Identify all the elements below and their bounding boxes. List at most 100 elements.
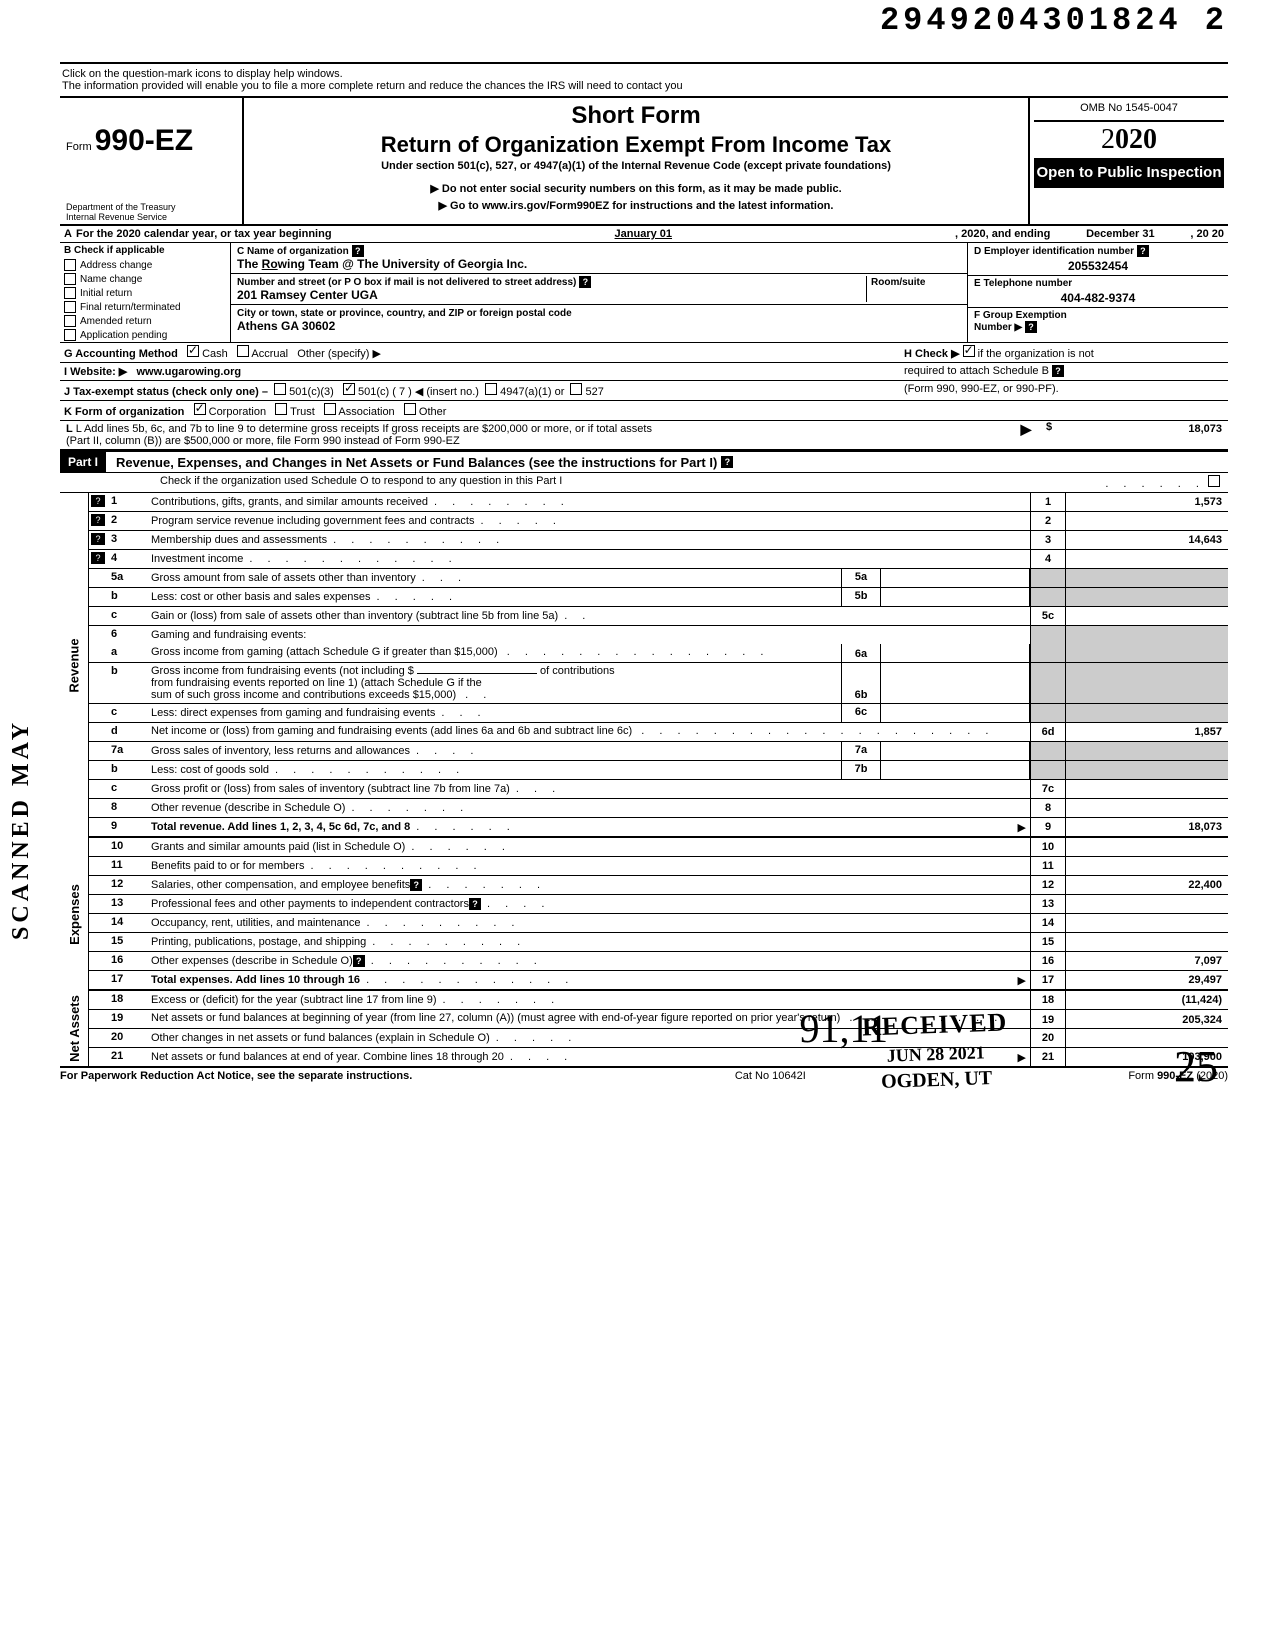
line-7b-mv	[881, 761, 1030, 779]
help-icon[interactable]: ?	[1052, 365, 1064, 377]
line-15-desc: Printing, publications, postage, and shi…	[151, 936, 366, 948]
lbl-name-change: Name change	[80, 274, 142, 285]
lbl-other-method: Other (specify) ▶	[297, 348, 381, 360]
line-9-desc: Total revenue. Add lines 1, 2, 3, 4, 5c …	[151, 821, 410, 833]
page-footer: For Paperwork Reduction Act Notice, see …	[60, 1066, 1228, 1082]
line-9-val: 18,073	[1066, 818, 1228, 836]
line-2-desc: Program service revenue including govern…	[151, 515, 474, 527]
arrow-icon: ▶	[1006, 421, 1046, 449]
return-title: Return of Organization Exempt From Incom…	[250, 132, 1022, 158]
help-icon[interactable]: ?	[579, 276, 591, 288]
chk-4947[interactable]	[485, 383, 497, 395]
line-7c-val	[1066, 780, 1228, 798]
line-6b-d1: Gross income from fundraising events (no…	[151, 665, 414, 677]
line-5b-rn-shaded	[1030, 588, 1066, 606]
help-icon[interactable]: ?	[469, 898, 481, 910]
chk-initial-return[interactable]	[64, 287, 76, 299]
batch-number: 2949204301824 2	[880, 2, 1228, 39]
street-label: Number and street (or P O box if mail is…	[237, 277, 576, 288]
help-icon[interactable]: ?	[721, 456, 733, 468]
part1-header-row: Part I Revenue, Expenses, and Changes in…	[60, 450, 1228, 473]
omb-number: OMB No 1545-0047	[1034, 102, 1224, 122]
line-5a-num: 5a	[107, 569, 147, 587]
net-assets-section: Net Assets 18Excess or (deficit) for the…	[60, 991, 1228, 1066]
received-location: OGDEN, UT	[863, 1066, 1009, 1094]
form-header: Form 990-EZ Department of the Treasury I…	[60, 98, 1228, 226]
line-21-num: 21	[107, 1048, 147, 1066]
chk-501c[interactable]	[343, 383, 355, 395]
lbl-501c3: 501(c)(3)	[289, 386, 334, 398]
org-name-label: C Name of organization	[237, 246, 349, 257]
instructions-link-text: ▶ Go to www.irs.gov/Form990EZ for instru…	[250, 199, 1022, 212]
chk-cash[interactable]	[187, 345, 199, 357]
chk-schedule-o[interactable]	[1208, 475, 1220, 487]
help-icon[interactable]: ?	[91, 552, 105, 564]
line-7a-rn-shaded	[1030, 742, 1066, 760]
help-banner: Click on the question-mark icons to disp…	[60, 62, 1228, 98]
row-a-mid: , 2020, and ending	[955, 228, 1050, 240]
schedule-o-text: Check if the organization used Schedule …	[160, 475, 562, 490]
line-10-val	[1066, 838, 1228, 856]
chk-trust[interactable]	[275, 403, 287, 415]
chk-amended-return[interactable]	[64, 315, 76, 327]
line-4-val	[1066, 550, 1228, 568]
help-icon[interactable]: ?	[91, 514, 105, 526]
side-revenue: Revenue	[60, 493, 89, 838]
line-20-rn: 20	[1030, 1029, 1066, 1047]
chk-final-return[interactable]	[64, 301, 76, 313]
line-6d-desc: Net income or (loss) from gaming and fun…	[151, 725, 632, 737]
chk-name-change[interactable]	[64, 273, 76, 285]
dollar-sign: $	[1046, 421, 1066, 449]
line-6a-num: a	[107, 644, 147, 662]
line-7a-desc: Gross sales of inventory, less returns a…	[151, 745, 410, 757]
help-icon[interactable]: ?	[353, 955, 365, 967]
help-icon[interactable]: ?	[1025, 321, 1037, 333]
chk-schedule-b[interactable]	[963, 345, 975, 357]
row-j: J Tax-exempt status (check only one) – 5…	[60, 381, 1228, 401]
line-12-num: 12	[107, 876, 147, 894]
line-21-desc: Net assets or fund balances at end of ye…	[151, 1051, 504, 1063]
city-value: Athens GA 30602	[237, 319, 335, 333]
chk-accrual[interactable]	[237, 345, 249, 357]
line-16-num: 16	[107, 952, 147, 970]
part1-label: Part I	[60, 452, 106, 472]
line-15-rn: 15	[1030, 933, 1066, 951]
tax-year: 2020	[1034, 122, 1224, 158]
line-2-num: 2	[107, 512, 147, 530]
line-10-num: 10	[107, 838, 147, 856]
ein-label: D Employer identification number	[974, 246, 1134, 257]
line-4-rn: 4	[1030, 550, 1066, 568]
line-6c-rn-shaded	[1030, 704, 1066, 722]
website-value: www.ugarowing.org	[136, 366, 241, 378]
lbl-association: Association	[338, 406, 394, 418]
row-k: K Form of organization Corporation Trust…	[60, 401, 1228, 420]
line-7c-num: c	[107, 780, 147, 798]
chk-association[interactable]	[324, 403, 336, 415]
line-18-rn: 18	[1030, 991, 1066, 1009]
chk-application-pending[interactable]	[64, 329, 76, 341]
line-4-num: 4	[107, 550, 147, 568]
year-begin: January 01	[332, 228, 955, 240]
line-1-num: 1	[107, 493, 147, 511]
line-15-val	[1066, 933, 1228, 951]
line-6a-mv	[881, 644, 1030, 662]
chk-527[interactable]	[570, 383, 582, 395]
chk-other-org[interactable]	[404, 403, 416, 415]
chk-corporation[interactable]	[194, 403, 206, 415]
line-18-num: 18	[107, 991, 147, 1009]
help-icon[interactable]: ?	[91, 533, 105, 545]
chk-501c3[interactable]	[274, 383, 286, 395]
line-6b-rn-shaded	[1030, 663, 1066, 703]
line-12-val: 22,400	[1066, 876, 1228, 894]
chk-address-change[interactable]	[64, 259, 76, 271]
help-icon[interactable]: ?	[352, 245, 364, 257]
help-icon[interactable]: ?	[410, 879, 422, 891]
lbl-trust: Trust	[290, 406, 315, 418]
row-a-suffix: , 20 20	[1190, 228, 1224, 240]
help-icon[interactable]: ?	[91, 495, 105, 507]
line-7a-rv-shaded	[1066, 742, 1228, 760]
line-5a-mv	[881, 569, 1030, 587]
revenue-section: Revenue ? 1 Contributions, gifts, grants…	[60, 493, 1228, 838]
help-icon[interactable]: ?	[1137, 245, 1149, 257]
line-1-desc: Contributions, gifts, grants, and simila…	[151, 496, 428, 508]
